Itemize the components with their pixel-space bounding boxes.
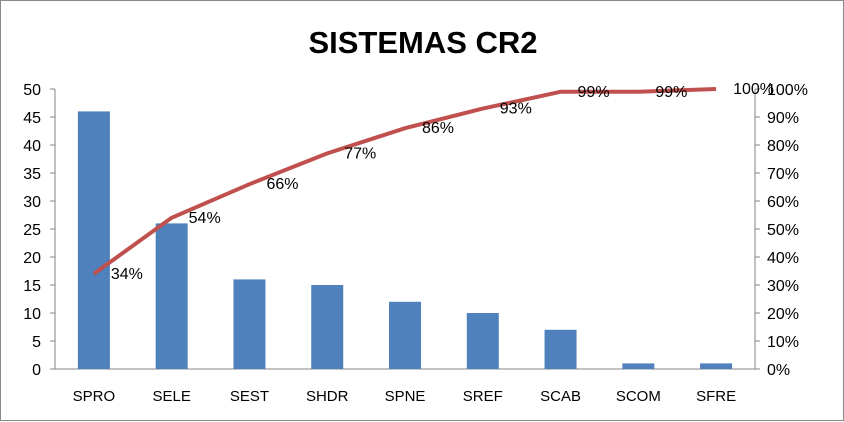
left-tick-label: 5 bbox=[32, 334, 41, 351]
x-tick-label: SPRO bbox=[73, 388, 116, 405]
x-tick-label: SCOM bbox=[616, 388, 661, 405]
right-tick-label: 20% bbox=[767, 306, 799, 323]
right-tick-label: 100% bbox=[767, 82, 808, 99]
line-data-label: 77% bbox=[344, 145, 376, 162]
right-tick-label: 70% bbox=[767, 166, 799, 183]
left-tick-label: 35 bbox=[23, 166, 41, 183]
x-tick-label: SELE bbox=[152, 388, 190, 405]
x-tick-label: SPNE bbox=[385, 388, 426, 405]
left-tick-label: 20 bbox=[23, 250, 41, 267]
bar-spne bbox=[389, 301, 421, 369]
left-tick-label: 40 bbox=[23, 138, 41, 155]
right-tick-label: 60% bbox=[767, 194, 799, 211]
left-tick-label: 10 bbox=[23, 306, 41, 323]
line-data-label: 66% bbox=[266, 176, 298, 193]
right-tick-label: 30% bbox=[767, 278, 799, 295]
line-data-label: 54% bbox=[189, 210, 221, 227]
line-data-label: 99% bbox=[655, 84, 687, 101]
right-tick-label: 90% bbox=[767, 110, 799, 127]
right-tick-label: 40% bbox=[767, 250, 799, 267]
left-tick-label: 15 bbox=[23, 278, 41, 295]
line-data-label: 99% bbox=[578, 84, 610, 101]
right-tick-label: 10% bbox=[767, 334, 799, 351]
chart-title: SISTEMAS CR2 bbox=[308, 25, 537, 60]
bar-sele bbox=[155, 223, 188, 369]
left-tick-label: 0 bbox=[32, 362, 41, 379]
cumulative-line bbox=[92, 87, 717, 276]
left-tick-label: 25 bbox=[23, 222, 41, 239]
bar-scom bbox=[622, 363, 655, 369]
right-tick-label: 0% bbox=[767, 362, 790, 379]
x-tick-label: SCAB bbox=[540, 388, 581, 405]
x-tick-label: SEST bbox=[230, 388, 269, 405]
x-tick-label: SREF bbox=[463, 388, 503, 405]
bar-scab bbox=[544, 329, 577, 369]
bar-shdr bbox=[311, 285, 344, 369]
right-tick-label: 80% bbox=[767, 138, 799, 155]
x-tick-label: SHDR bbox=[306, 388, 349, 405]
left-tick-label: 50 bbox=[23, 82, 41, 99]
bar-sest bbox=[233, 279, 266, 369]
bar-spro bbox=[77, 111, 110, 370]
line-data-label: 34% bbox=[111, 266, 143, 283]
bar-sref bbox=[466, 313, 499, 369]
line-data-label: 100% bbox=[733, 81, 774, 98]
x-tick-label: SFRE bbox=[696, 388, 736, 405]
left-tick-label: 45 bbox=[23, 110, 41, 127]
line-data-label: 86% bbox=[422, 120, 454, 137]
left-tick-label: 30 bbox=[23, 194, 41, 211]
line-data-label: 93% bbox=[500, 101, 532, 118]
plot-area: 0 5 10 15 20 25 30 35 40 45 50 0% 10% 20% 30% 40% 50% 60%… bbox=[23, 81, 808, 405]
bar-sfre bbox=[700, 363, 733, 369]
right-tick-label: 50% bbox=[767, 222, 799, 239]
